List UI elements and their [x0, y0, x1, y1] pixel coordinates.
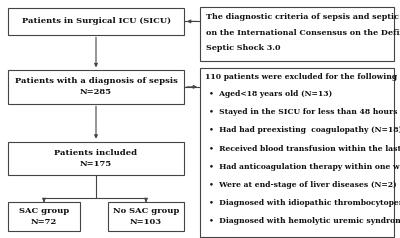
FancyBboxPatch shape: [200, 7, 394, 61]
Text: Patients in Surgical ICU (SICU): Patients in Surgical ICU (SICU): [22, 17, 170, 25]
FancyBboxPatch shape: [8, 202, 80, 231]
Text: •  Received blood transfusion within the last 3 months (N=47): • Received blood transfusion within the …: [209, 144, 400, 153]
Text: The diagnostic criteria of sepsis and septic shock were based: The diagnostic criteria of sepsis and se…: [206, 13, 400, 21]
Text: No SAC group
N=103: No SAC group N=103: [113, 207, 179, 226]
Text: •  Diagnosed with hemolytic uremic syndrome (N=1): • Diagnosed with hemolytic uremic syndro…: [209, 217, 400, 225]
Text: Septic Shock 3.0: Septic Shock 3.0: [206, 44, 280, 52]
Text: on the International Consensus on the Definition of Sepsis and: on the International Consensus on the De…: [206, 29, 400, 37]
Text: •  Had had preexisting  coagulopathy (N=18): • Had had preexisting coagulopathy (N=18…: [209, 126, 400, 134]
FancyBboxPatch shape: [8, 8, 184, 35]
Text: 110 patients were excluded for the following reasons:: 110 patients were excluded for the follo…: [205, 73, 400, 81]
Text: •  Were at end-stage of liver diseases (N=2): • Were at end-stage of liver diseases (N…: [209, 181, 397, 189]
Text: Patients included
N=175: Patients included N=175: [54, 149, 138, 168]
FancyBboxPatch shape: [200, 68, 394, 237]
FancyBboxPatch shape: [8, 142, 184, 175]
Text: •  Diagnosed with idiopathic thrombocytopenic purpura (N=1): • Diagnosed with idiopathic thrombocytop…: [209, 199, 400, 207]
Text: Patients with a diagnosis of sepsis
N=285: Patients with a diagnosis of sepsis N=28…: [14, 77, 178, 96]
FancyBboxPatch shape: [8, 70, 184, 104]
Text: •  Had anticoagulation therapy within one week (N=21): • Had anticoagulation therapy within one…: [209, 163, 400, 171]
Text: •  Stayed in the SICU for less than 48 hours (N=7): • Stayed in the SICU for less than 48 ho…: [209, 108, 400, 116]
FancyBboxPatch shape: [108, 202, 184, 231]
Text: SAC group
N=72: SAC group N=72: [19, 207, 69, 226]
Text: •  Aged<18 years old (N=13): • Aged<18 years old (N=13): [209, 90, 332, 98]
